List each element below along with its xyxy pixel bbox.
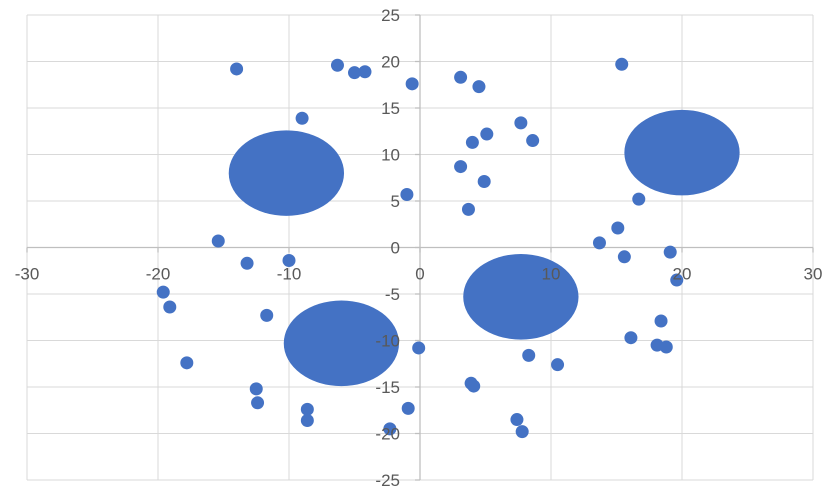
- point-layer: [156, 57, 684, 439]
- x-tick-label: 0: [415, 265, 424, 284]
- data-point: [472, 80, 486, 94]
- data-point: [514, 116, 528, 130]
- data-point: [467, 379, 481, 393]
- x-tick-label: -30: [15, 265, 40, 284]
- data-point: [251, 396, 265, 410]
- data-point: [358, 65, 372, 79]
- cluster-mark: [624, 109, 740, 196]
- data-point: [663, 245, 677, 259]
- data-point: [526, 134, 540, 148]
- data-point: [510, 413, 524, 427]
- y-tick-label: -10: [375, 332, 400, 351]
- data-point: [615, 57, 629, 71]
- data-point: [300, 413, 314, 427]
- data-point: [163, 300, 177, 314]
- data-point: [592, 236, 606, 250]
- data-point: [300, 402, 314, 416]
- axis-layer: [26, 14, 814, 481]
- data-point: [383, 422, 397, 436]
- y-tick-label: 0: [391, 239, 400, 258]
- data-point: [401, 401, 415, 415]
- y-tick-label: 20: [381, 53, 400, 72]
- data-point: [477, 174, 491, 188]
- data-point: [515, 425, 529, 439]
- data-point: [412, 341, 426, 355]
- cluster-layer: [228, 109, 740, 387]
- cluster-mark: [463, 254, 579, 340]
- y-tick-label: -25: [375, 471, 400, 490]
- data-point: [654, 314, 668, 328]
- data-point: [454, 70, 468, 84]
- data-point: [295, 111, 309, 125]
- data-point: [240, 256, 254, 270]
- data-point: [400, 187, 414, 201]
- x-tick-label: 30: [804, 265, 823, 284]
- y-tick-label: -5: [385, 285, 400, 304]
- y-tick-label: 25: [381, 6, 400, 25]
- data-point: [282, 254, 296, 268]
- data-point: [522, 348, 536, 362]
- x-tick-label: -10: [277, 265, 302, 284]
- data-point: [480, 127, 494, 141]
- data-point: [617, 250, 631, 264]
- data-point: [632, 192, 646, 206]
- x-tick-label: 20: [673, 265, 692, 284]
- data-point: [659, 340, 673, 354]
- y-tick-label: 5: [391, 192, 400, 211]
- y-tick-label: -15: [375, 378, 400, 397]
- data-point: [249, 382, 263, 396]
- data-point: [624, 331, 638, 345]
- data-point: [461, 202, 475, 216]
- y-tick-label: 15: [381, 99, 400, 118]
- tick-label-layer: -30 -20 -10 0 10 20 30 25 20 15 10 5 0 -5 -10 -15 -20 -25: [15, 6, 823, 490]
- data-point: [330, 58, 344, 72]
- data-point: [230, 62, 244, 76]
- data-point: [260, 308, 274, 322]
- data-point: [551, 358, 565, 372]
- x-tick-label: 10: [542, 265, 561, 284]
- data-point: [611, 221, 625, 235]
- data-point: [465, 135, 479, 149]
- x-tick-label: -20: [146, 265, 171, 284]
- data-point: [211, 234, 225, 248]
- y-tick-label: -20: [375, 425, 400, 444]
- cluster-mark: [228, 130, 345, 216]
- data-point: [180, 356, 194, 370]
- data-point: [405, 77, 419, 91]
- cluster-mark: [283, 300, 400, 387]
- data-point: [454, 160, 468, 174]
- data-point: [156, 285, 170, 299]
- data-point: [670, 273, 684, 287]
- y-tick-label: 10: [381, 146, 400, 165]
- data-point: [348, 66, 361, 80]
